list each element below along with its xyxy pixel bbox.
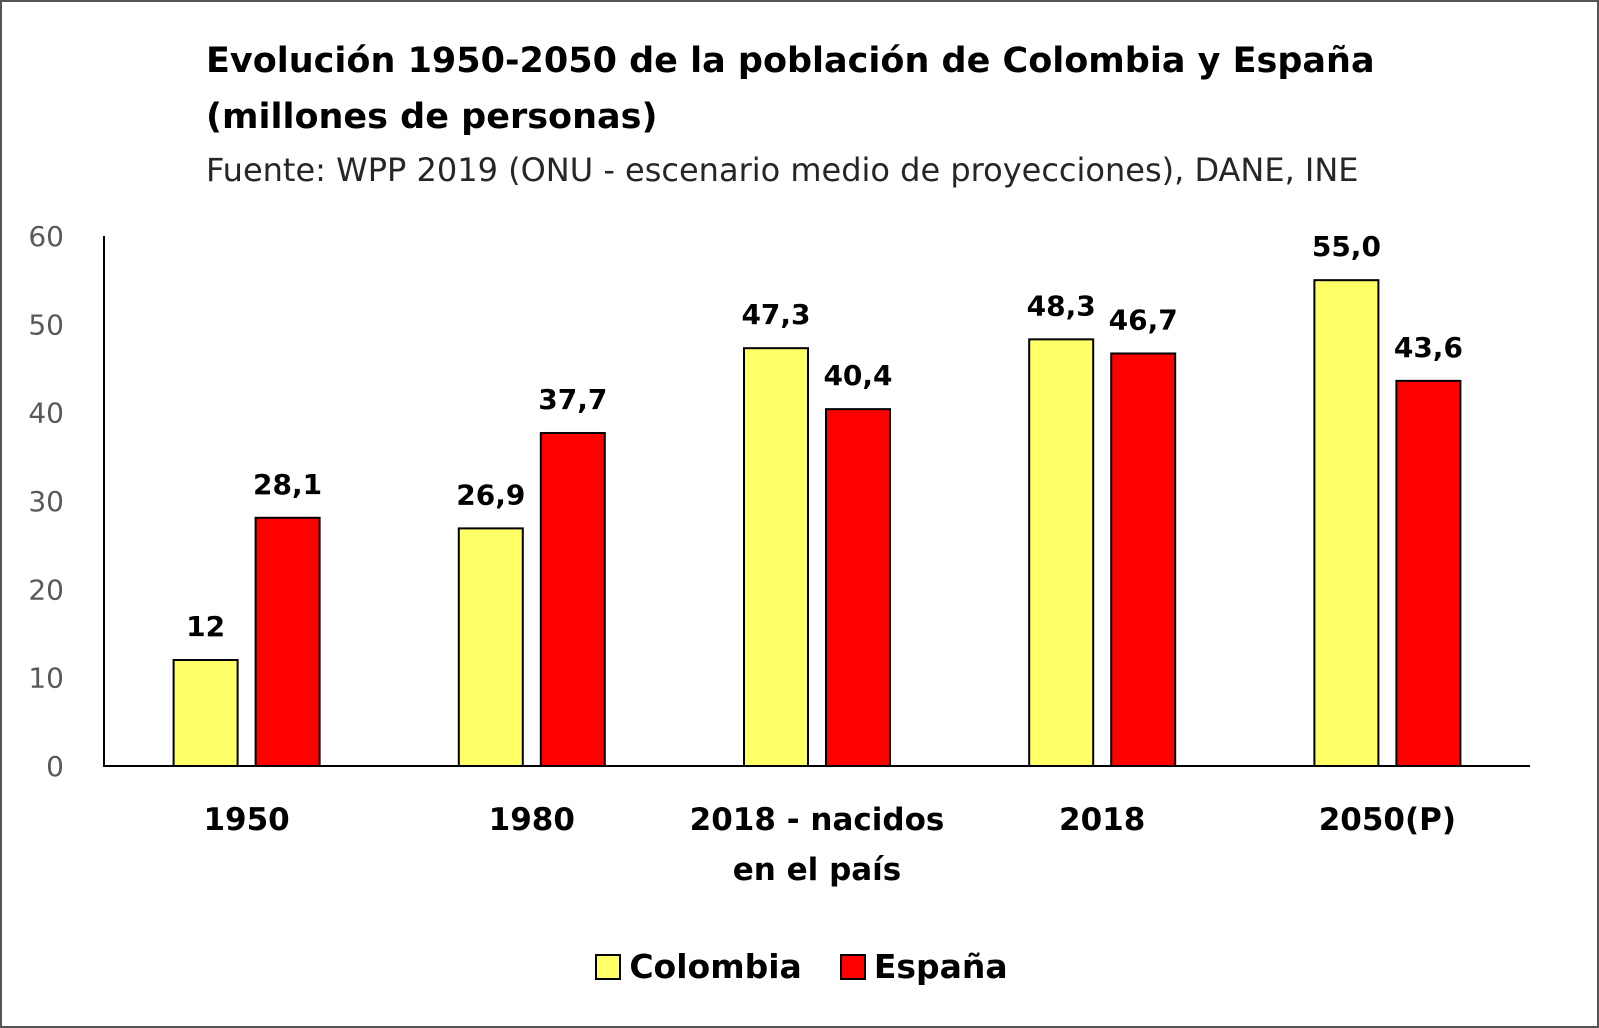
legend-item-colombia: Colombia: [595, 947, 802, 986]
data-label-colombia: 48,3: [1027, 289, 1096, 322]
bar-espana: [825, 408, 891, 767]
x-category-label: 1980: [489, 802, 575, 838]
legend-label-espana: España: [873, 947, 1008, 986]
y-tick-label: 10: [28, 662, 64, 695]
legend: Colombia España: [2, 947, 1599, 986]
chart-subtitle: (millones de personas): [206, 97, 658, 137]
legend-item-espana: España: [839, 947, 1008, 986]
chart-source: Fuente: WPP 2019 (ONU - escenario medio …: [206, 151, 1359, 189]
bar-colombia: [1313, 279, 1380, 767]
x-category-label: 1950: [203, 802, 289, 838]
data-label-espana: 46,7: [1109, 303, 1178, 336]
y-tick-label: 0: [46, 750, 64, 783]
y-tick-label: 60: [28, 220, 64, 253]
y-tick-label: 40: [28, 397, 64, 430]
bar-colombia: [1028, 338, 1095, 767]
data-label-colombia: 26,9: [456, 478, 525, 511]
x-category-label: 2018 - nacidos: [690, 802, 945, 838]
bar-colombia: [457, 527, 524, 768]
bar-colombia: [172, 659, 239, 767]
y-tick-label: 30: [28, 485, 64, 518]
data-label-colombia: 47,3: [741, 298, 810, 331]
data-label-colombia: 12: [186, 610, 225, 643]
x-category-label: 2018: [1059, 802, 1145, 838]
data-label-espana: 37,7: [538, 383, 607, 416]
bar-espana: [254, 516, 321, 767]
legend-swatch-colombia: [595, 953, 622, 980]
bar-colombia: [743, 347, 809, 767]
data-label-espana: 28,1: [253, 468, 322, 501]
data-label-espana: 43,6: [1394, 331, 1463, 364]
bar-espana: [1110, 352, 1177, 767]
x-category-label: 2050(P): [1319, 802, 1456, 838]
data-label-colombia: 55,0: [1312, 230, 1381, 263]
bar-espana: [539, 431, 606, 767]
legend-swatch-espana: [839, 953, 866, 980]
chart-title: Evolución 1950-2050 de la población de C…: [206, 41, 1375, 81]
bar-espana: [1395, 379, 1462, 767]
x-category-label: en el país: [733, 852, 902, 888]
legend-label-colombia: Colombia: [629, 947, 802, 986]
data-label-espana: 40,4: [823, 359, 892, 392]
y-tick-label: 50: [28, 308, 64, 341]
y-tick-label: 20: [28, 573, 64, 606]
